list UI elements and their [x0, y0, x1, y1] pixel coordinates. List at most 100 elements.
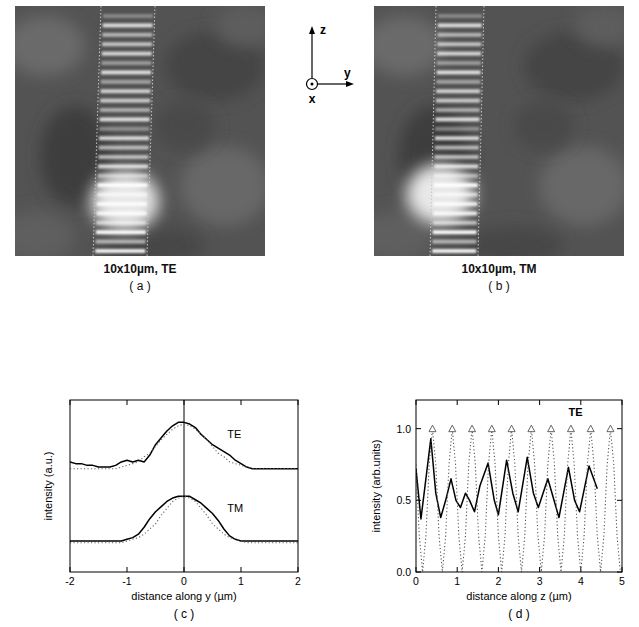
stripe: [432, 249, 476, 253]
stripe: [96, 221, 146, 225]
stripe-group: [95, 14, 153, 253]
x-tick: [457, 567, 458, 572]
stripe: [102, 52, 152, 56]
z-arrow: [311, 30, 312, 78]
x-tick-label: 0: [181, 575, 187, 587]
y-axis-title: intensity (a.u.): [42, 451, 54, 520]
stripe: [435, 127, 479, 131]
stripe: [433, 221, 477, 225]
stripe: [101, 89, 151, 93]
near-field-image: [374, 6, 624, 256]
stripe: [433, 230, 477, 234]
y-tick: [416, 428, 421, 429]
marker: [548, 425, 555, 432]
coordinate-icon: zyx: [307, 23, 355, 106]
reference-line: [184, 400, 185, 572]
stripe: [98, 155, 148, 159]
marker: [607, 425, 614, 432]
stripe: [433, 202, 477, 206]
x-tick: [539, 400, 540, 405]
panel-letter: ( c ): [174, 607, 195, 621]
stripe: [99, 136, 149, 140]
arrow-head: [309, 26, 315, 34]
edge-line: [430, 6, 436, 256]
label-patch: [566, 405, 584, 419]
x-tick: [457, 400, 458, 405]
stripe: [98, 164, 148, 168]
series-line: [416, 439, 597, 519]
stripe: [101, 80, 151, 84]
stripe: [438, 14, 482, 18]
stripe: [435, 117, 479, 121]
arrow-head: [346, 81, 354, 87]
plot-data: [416, 425, 620, 572]
y-axis-title: intensity (arb.units): [370, 440, 382, 533]
x-tick-label: 1: [238, 575, 244, 587]
x-tick-label: -2: [65, 575, 74, 587]
stripe: [437, 70, 481, 74]
stripe: [99, 127, 149, 131]
stripe: [103, 23, 153, 27]
stripe: [436, 80, 480, 84]
stripe: [438, 23, 482, 27]
marker: [429, 425, 436, 432]
stripe: [438, 33, 482, 37]
x-tick: [127, 567, 128, 572]
stripe: [437, 42, 481, 46]
y-tick-label: 0.0: [396, 566, 411, 578]
panel-letter: ( a ): [129, 279, 150, 293]
axis-name: z: [320, 23, 326, 37]
x-dot: [311, 83, 314, 86]
series-label: TM: [227, 502, 243, 514]
texture: [15, 16, 85, 76]
edge-line: [93, 6, 101, 256]
stripe: [98, 174, 148, 178]
y-tick: [617, 500, 622, 501]
texture: [215, 6, 265, 46]
stripe: [436, 99, 480, 103]
stripe: [95, 249, 145, 253]
marker: [449, 425, 456, 432]
axis-name: y: [344, 66, 351, 80]
x-tick-label: 2: [295, 575, 301, 587]
series-line: [70, 496, 298, 542]
marker: [469, 425, 476, 432]
stripe: [435, 136, 479, 140]
stripe: [97, 202, 147, 206]
caption: 10x10µm, TM: [462, 262, 537, 276]
bright-spot: [91, 171, 159, 231]
stripe: [102, 33, 152, 37]
x-tick-label: 0: [413, 575, 419, 587]
y-tick-label: 0.5: [396, 494, 411, 506]
near-field-image: [15, 6, 265, 256]
stripe: [437, 52, 481, 56]
edge-line: [147, 6, 155, 256]
series-line: [70, 422, 298, 468]
stripe: [433, 211, 477, 215]
series-line: [416, 429, 620, 572]
x-tick-label: 2: [495, 575, 501, 587]
stripe: [102, 42, 152, 46]
panel-letter: ( d ): [508, 607, 529, 621]
x-tick: [539, 567, 540, 572]
stripe: [100, 108, 150, 112]
stripe: [100, 99, 150, 103]
marker: [528, 425, 535, 432]
plot-frame: [416, 400, 622, 572]
series-label: TE: [227, 428, 241, 440]
texture: [155, 101, 215, 151]
axes: 0123450.00.51.0: [396, 400, 625, 587]
x-axis-title: distance along y (µm): [131, 590, 236, 602]
x-tick-label: 4: [578, 575, 584, 587]
x-circle: [307, 79, 318, 90]
y-tick-label: 1.0: [396, 423, 411, 435]
stripe: [435, 155, 479, 159]
stripe: [436, 89, 480, 93]
stripe: [434, 183, 478, 187]
stripe: [434, 164, 478, 168]
x-tick: [241, 567, 242, 572]
series-line: [70, 496, 298, 541]
stripe-group: [432, 14, 482, 253]
x-tick-label: -1: [122, 575, 131, 587]
x-tick: [127, 400, 128, 405]
